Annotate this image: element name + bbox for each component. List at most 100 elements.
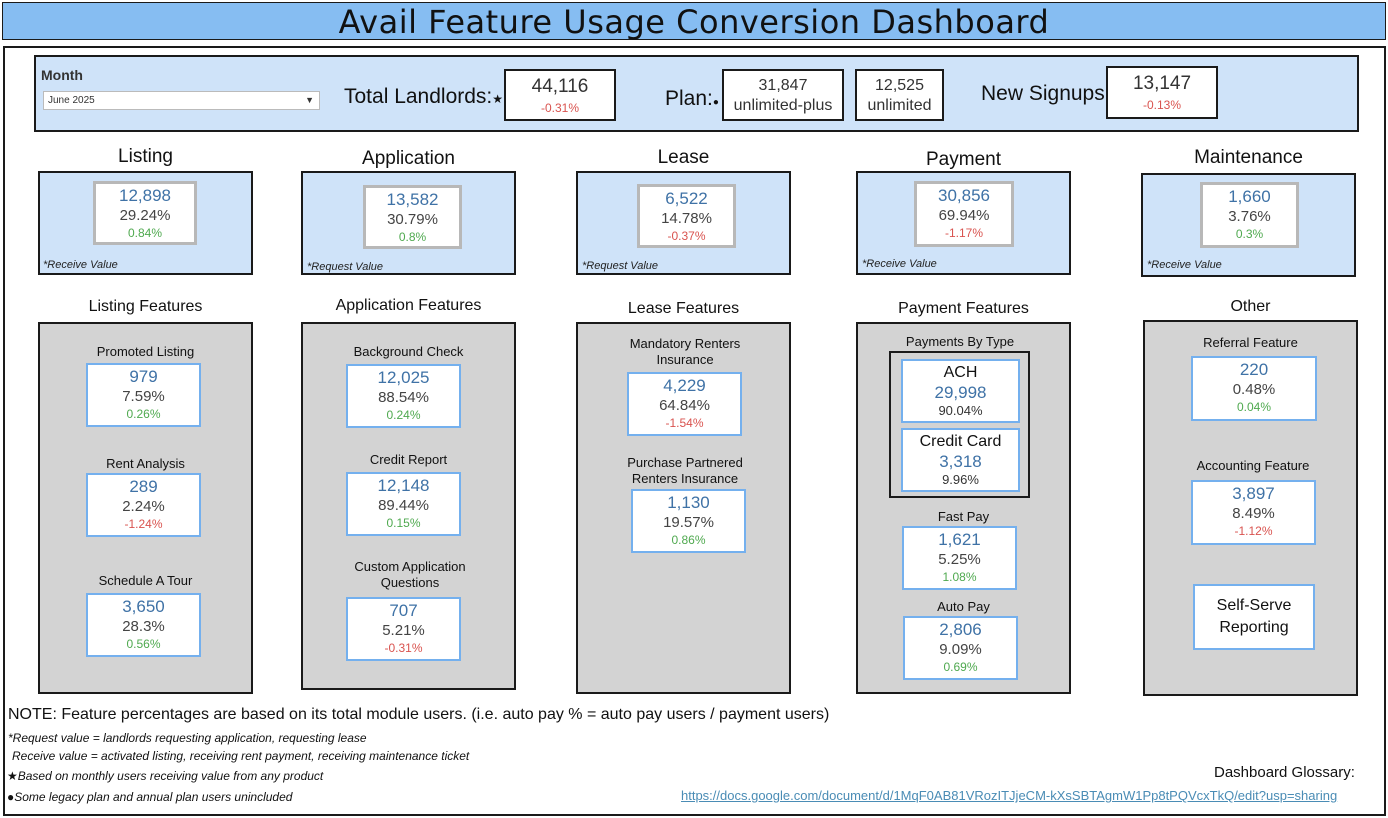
feature-name: Background Check [353, 344, 464, 359]
plan-unlimited-plus-value: 31,847 [758, 77, 808, 94]
plan-label: Plan:● [665, 87, 719, 110]
module-lease-value: 6,522 [665, 189, 708, 208]
module-listing-value: 12,898 [119, 186, 171, 205]
feature-card-fast-pay: 1,621 5.25% 1.08% [902, 526, 1017, 590]
module-application-value: 13,582 [386, 190, 439, 209]
feature-name: Mandatory Renters Insurance [629, 336, 741, 367]
feature-name: Auto Pay [937, 599, 990, 614]
plan-unlimited-value: 12,525 [875, 77, 924, 94]
feature-value: 3,650 [122, 597, 165, 616]
module-payment-kpi: 30,856 69.94% -1.17% [914, 181, 1014, 247]
module-listing-kpi: 12,898 29.24% 0.84% [93, 181, 197, 245]
feature-change: -1.54% [665, 416, 704, 430]
note-dot: ●Some legacy plan and annual plan users … [7, 790, 293, 804]
plan-unlimited-plus-kpi: 31,847 unlimited-plus [722, 69, 844, 121]
feature-value: 220 [1239, 360, 1269, 379]
module-maintenance: 1,660 3.76% 0.3% *Receive Value [1141, 173, 1356, 277]
feature-change: 0.15% [386, 516, 421, 530]
payment-type-credit-card: Credit Card 3,318 9.96% [901, 428, 1020, 492]
application-features-title: Application Features [335, 297, 482, 314]
feature-change: 0.56% [126, 637, 161, 651]
total-landlords-kpi: 44,116 -0.31% [504, 69, 616, 121]
glossary-link[interactable]: https://docs.google.com/document/d/1MqF0… [681, 788, 1338, 803]
total-landlords-label: Total Landlords:★ [344, 85, 504, 108]
self-serve-reporting-button[interactable]: Self-Serve Reporting [1193, 584, 1315, 650]
feature-pct: 2.24% [122, 498, 165, 515]
plan-unlimited-plus-name: unlimited-plus [733, 97, 833, 114]
feature-pct: 0.48% [1232, 381, 1276, 398]
module-application-pct: 30.79% [387, 211, 438, 228]
module-application-note: *Request Value [307, 261, 384, 273]
feature-card-schedule-a-tour: 3,650 28.3% 0.56% [86, 593, 201, 657]
payment-features-title: Payment Features [898, 300, 1029, 317]
feature-change: 0.86% [671, 533, 706, 547]
note-receive-value: Receive value = activated listing, recei… [12, 749, 470, 763]
feature-pct: 5.25% [938, 551, 981, 568]
module-payment-change: -1.17% [944, 226, 984, 240]
payments-by-type-title: Payments By Type [905, 334, 1015, 349]
feature-name: Fast Pay [937, 509, 990, 524]
payment-type-value: 3,318 [939, 452, 982, 471]
feature-card-auto-pay: 2,806 9.09% 0.69% [903, 616, 1018, 680]
note-star: ★Based on monthly users receiving value … [7, 769, 324, 783]
feature-card-mandatory-renters-insurance: 4,229 64.84% -1.54% [627, 372, 742, 436]
module-application: 13,582 30.79% 0.8% *Request Value [301, 171, 516, 275]
module-lease-pct: 14.78% [661, 210, 712, 227]
module-maintenance-note: *Receive Value [1147, 259, 1222, 271]
module-listing-change: 0.84% [127, 226, 163, 240]
dashboard-title: Avail Feature Usage Conversion Dashboard [2, 2, 1386, 41]
payment-type-ach: ACH 29,998 90.04% [901, 359, 1020, 423]
month-filter-label: Month [41, 67, 83, 83]
feature-value: 289 [129, 477, 158, 496]
feature-pct: 88.54% [378, 389, 429, 406]
feature-name: Rent Analysis [106, 456, 185, 471]
payment-type-name: Credit Card [919, 433, 1002, 450]
feature-value: 1,130 [667, 493, 710, 512]
new-signups-label: New Signups: [981, 82, 1111, 105]
new-signups-change: -0.13% [1142, 98, 1182, 112]
feature-value: 1,621 [938, 530, 981, 549]
feature-card-purchase-partnered-renters-insurance: 1,130 19.57% 0.86% [631, 489, 746, 553]
module-lease-kpi: 6,522 14.78% -0.37% [637, 184, 736, 248]
payment-type-pct: 9.96% [942, 472, 979, 487]
dashboard-frame [3, 46, 1386, 816]
feature-name: Promoted Listing [96, 344, 195, 359]
month-dropdown[interactable]: June 2025 ▼ [43, 91, 320, 110]
feature-name: Purchase Partnered Renters Insurance [627, 455, 743, 486]
feature-card-accounting: 3,897 8.49% -1.12% [1191, 480, 1316, 545]
other-title: Other [1230, 298, 1271, 315]
feature-change: -0.31% [384, 641, 423, 655]
module-title-lease: Lease [657, 147, 710, 168]
payment-type-name: ACH [943, 364, 978, 381]
module-lease: 6,522 14.78% -0.37% *Request Value [576, 171, 791, 275]
note-request-value: *Request value = landlords requesting ap… [8, 731, 367, 745]
feature-value: 707 [389, 601, 418, 620]
module-listing: 12,898 29.24% 0.84% *Receive Value [38, 171, 253, 275]
module-listing-pct: 29.24% [119, 207, 171, 224]
feature-card-credit-report: 12,148 89.44% 0.15% [346, 472, 461, 536]
module-title-payment: Payment [926, 149, 1001, 170]
chevron-down-icon: ▼ [305, 95, 314, 105]
module-lease-note: *Request Value [582, 260, 659, 272]
new-signups-value: 13,147 [1132, 73, 1192, 94]
feature-value: 979 [129, 367, 158, 386]
month-dropdown-value: June 2025 [48, 95, 95, 106]
module-payment-pct: 69.94% [938, 207, 990, 224]
feature-value: 12,025 [377, 368, 430, 387]
plan-unlimited-kpi: 12,525 unlimited [855, 69, 944, 121]
feature-change: 1.08% [942, 570, 977, 584]
feature-card-background-check: 12,025 88.54% 0.24% [346, 364, 461, 428]
feature-value: 2,806 [939, 620, 982, 639]
feature-card-referral: 220 0.48% 0.04% [1191, 356, 1317, 421]
feature-pct: 8.49% [1232, 505, 1275, 522]
feature-name: Referral Feature [1203, 335, 1298, 350]
module-payment-note: *Receive Value [862, 258, 937, 270]
module-title-listing: Listing [118, 146, 173, 167]
feature-change: -1.24% [124, 517, 163, 531]
module-lease-change: -0.37% [667, 229, 706, 243]
feature-pct: 7.59% [122, 388, 165, 405]
feature-name: Custom Application Questions [354, 559, 466, 590]
module-application-change: 0.8% [398, 230, 427, 244]
feature-pct: 9.09% [939, 641, 982, 658]
glossary-label: Dashboard Glossary: [1214, 764, 1355, 781]
